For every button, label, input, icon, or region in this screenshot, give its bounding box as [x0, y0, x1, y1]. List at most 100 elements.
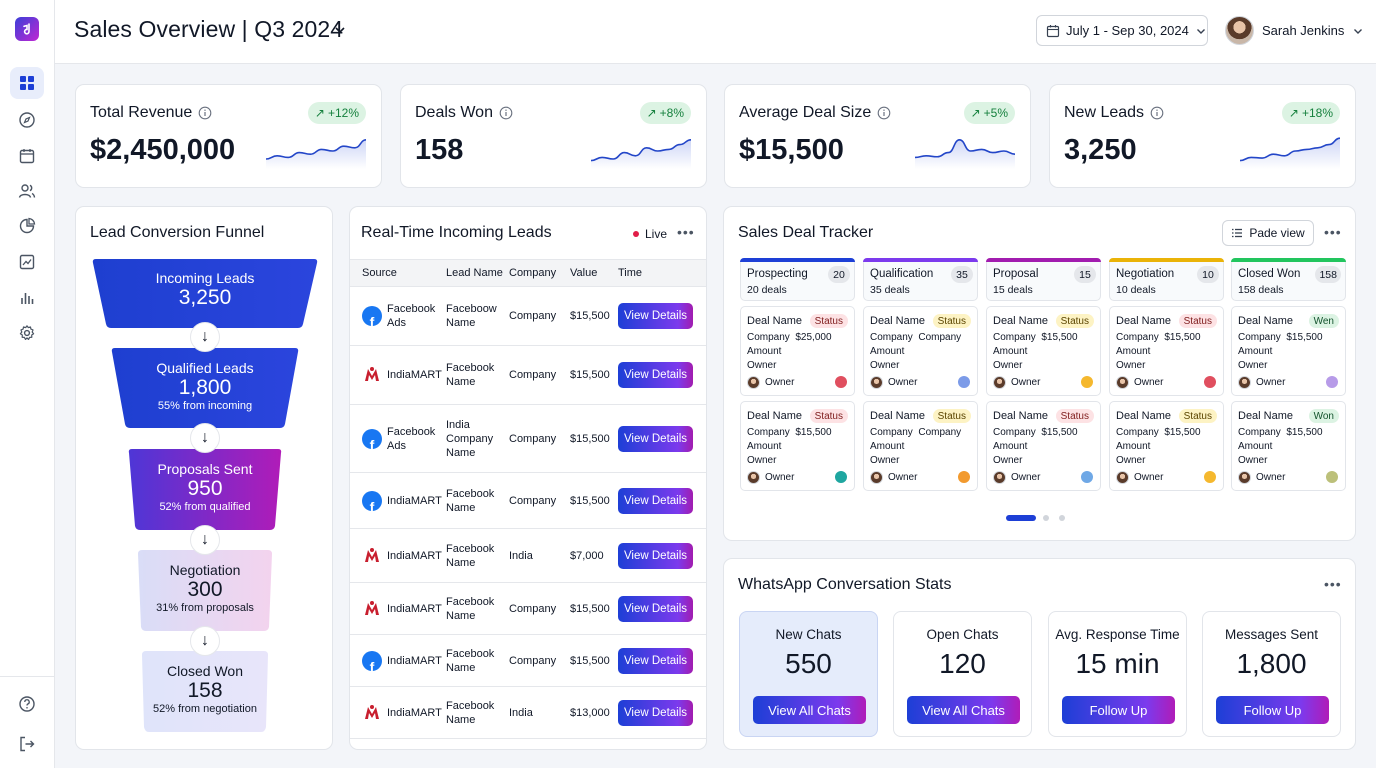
pipeline-stage-header[interactable]: Negotiation 10 deals 10 — [1109, 258, 1224, 301]
stat-action-button[interactable]: View All Chats — [907, 696, 1020, 724]
page-title[interactable]: Sales Overview | Q3 2024 — [74, 16, 344, 42]
table-row[interactable]: IndiaMART Facebook Name India $13,000 Vi… — [350, 687, 706, 739]
info-icon[interactable] — [499, 106, 513, 120]
lead-source: IndiaMART — [362, 703, 447, 723]
nav-statistics[interactable] — [10, 282, 44, 314]
lead-value: $15,500 — [570, 494, 610, 507]
deal-card[interactable]: Deal Name Status Company $15,500 Amount … — [740, 401, 855, 491]
funnel-stage-incoming[interactable]: Incoming Leads 3,250 — [96, 270, 314, 310]
info-icon[interactable] — [877, 106, 891, 120]
nav-calendar[interactable] — [10, 140, 44, 172]
stat-value: 15 min — [1075, 648, 1160, 679]
deal-card[interactable]: Deal Name Status Company $15,500 Amount … — [986, 401, 1101, 491]
arrow-up-right-icon: ↗ — [646, 106, 657, 120]
view-details-button[interactable]: View Details — [618, 487, 693, 514]
funnel-stage-negotiation[interactable]: Negotiation 300 31% from proposals — [138, 562, 272, 614]
deal-owner: Owner — [993, 376, 1040, 389]
status-dot — [1204, 471, 1216, 483]
deal-name: Deal Name — [870, 410, 926, 422]
lead-source-label: IndiaMART — [387, 369, 442, 381]
view-details-button[interactable]: View Details — [618, 699, 693, 726]
view-details-button[interactable]: View Details — [618, 362, 693, 388]
table-row[interactable]: f Facebook Ads Faceboow Name Company $15… — [350, 287, 706, 346]
table-row[interactable]: f IndiaMART Facebook Name Company $15,50… — [350, 473, 706, 529]
chevron-down-icon[interactable] — [333, 23, 347, 37]
deal-owner: Owner — [1116, 471, 1163, 484]
pager-dot[interactable] — [1043, 515, 1049, 521]
nav-explore[interactable] — [10, 104, 44, 136]
more-options-icon[interactable]: ••• — [677, 224, 695, 240]
table-row[interactable]: IndiaMART Facebook Name Company $15,500 … — [350, 583, 706, 635]
lead-name: Facebook Name — [446, 542, 495, 569]
lead-company: India — [509, 549, 533, 562]
nav-dashboard[interactable] — [10, 67, 44, 99]
user-menu[interactable]: Sarah Jenkins — [1225, 15, 1364, 46]
kpi-card[interactable]: Total Revenue $2,450,000 ↗ +12% — [75, 84, 382, 188]
kpi-change-badge: ↗ +5% — [963, 102, 1015, 124]
deal-card[interactable]: Deal Name Status Company $15,500 Amount … — [986, 306, 1101, 396]
leads-table-header: Source Lead Name Company Value Time — [350, 259, 706, 287]
table-row[interactable]: f Facebook Ads India Company Name Compan… — [350, 405, 706, 473]
status-dot — [1326, 376, 1338, 388]
view-details-button[interactable]: View Details — [618, 425, 693, 452]
date-range-picker[interactable]: July 1 - Sep 30, 2024 — [1036, 15, 1208, 46]
deal-card[interactable]: Deal Name Status Company $15,500 Amount … — [1109, 401, 1224, 491]
more-options-icon[interactable]: ••• — [1324, 576, 1342, 592]
view-details-button[interactable]: View Details — [618, 542, 693, 569]
kpi-card[interactable]: Average Deal Size $15,500 ↗ +5% — [724, 84, 1031, 188]
pipeline-stage-header[interactable]: Closed Won 158 deals 158 — [1231, 258, 1346, 301]
funnel-stage-qualified[interactable]: Qualified Leads 1,800 55% from incoming — [116, 360, 294, 412]
pipeline-stage-header[interactable]: Proposal 15 deals 15 — [986, 258, 1101, 301]
deal-card[interactable]: Deal Name Won Company $15,500 Amount Own… — [1231, 401, 1346, 491]
view-details-button[interactable]: View Details — [618, 303, 693, 329]
page-view-button[interactable]: Pade view — [1222, 220, 1314, 246]
stat-action-button[interactable]: View All Chats — [753, 696, 866, 724]
date-range-label: July 1 - Sep 30, 2024 — [1066, 23, 1189, 38]
nav-help[interactable] — [10, 688, 44, 720]
nav-logout[interactable] — [10, 728, 44, 760]
whatsapp-stat: New Chats 550 View All Chats — [739, 611, 878, 737]
funnel-stage-closed-won[interactable]: Closed Won 158 52% from negotiation — [142, 663, 268, 715]
deal-card[interactable]: Deal Name Wen Company $15,500 Amount Own… — [1231, 306, 1346, 396]
view-details-button[interactable]: View Details — [618, 595, 693, 622]
table-row[interactable]: IndiaMART Facebook Name India $7,000 Vie… — [350, 529, 706, 583]
app-logo[interactable] — [15, 17, 39, 41]
deal-card[interactable]: Deal Name Status Company $15,500 Amount … — [1109, 306, 1224, 396]
calendar-icon — [19, 149, 35, 164]
funnel-stage-value: 950 — [187, 477, 223, 500]
stage-color-bar — [863, 258, 978, 262]
pipeline-stage-header[interactable]: Qualification 35 deals 35 — [863, 258, 978, 301]
info-icon[interactable] — [1150, 106, 1164, 120]
lead-name: Facebook Name — [446, 362, 495, 388]
more-options-icon[interactable]: ••• — [1324, 224, 1342, 240]
pager-dot-active[interactable] — [1006, 515, 1036, 521]
nav-reports[interactable] — [10, 210, 44, 242]
facebook-icon: f — [362, 650, 382, 671]
stat-action-button[interactable]: Follow Up — [1216, 696, 1329, 724]
deal-card[interactable]: Deal Name Status Company $25,000 Amount … — [740, 306, 855, 396]
table-row[interactable]: f IndiaMART Facebook Name Company $15,50… — [350, 635, 706, 687]
nav-settings[interactable] — [10, 317, 44, 349]
pipeline-stage-header[interactable]: Prospecting 20 deals 20 — [740, 258, 855, 301]
compass-icon — [19, 112, 35, 128]
stat-action-button[interactable]: Follow Up — [1062, 696, 1175, 724]
kpi-value: 3,250 — [1064, 134, 1137, 166]
table-row[interactable]: IndiaMART Facebook Name Company $15,500 … — [350, 346, 706, 405]
deal-card[interactable]: Deal Name Status Company Company Amount … — [863, 401, 978, 491]
chevron-down-icon — [1354, 28, 1363, 34]
lead-company: Company — [509, 310, 557, 322]
lead-source-label: IndiaMART — [387, 602, 442, 615]
nav-analytics[interactable] — [10, 246, 44, 278]
deal-card[interactable]: Deal Name Status Company Company Amount … — [863, 306, 978, 396]
funnel-stage-proposals[interactable]: Proposals Sent 950 52% from qualified — [131, 461, 279, 513]
sparkline — [591, 133, 691, 169]
kpi-card[interactable]: New Leads 3,250 ↗ +18% — [1049, 84, 1356, 188]
info-icon[interactable] — [198, 106, 212, 120]
view-details-button[interactable]: View Details — [618, 647, 693, 674]
deal-owner-label: Owner — [870, 360, 900, 371]
stage-count-badge: 15 — [1074, 266, 1096, 283]
kpi-card[interactable]: Deals Won 158 ↗ +8% — [400, 84, 707, 188]
nav-contacts[interactable] — [10, 175, 44, 207]
lead-source-label: IndiaMART — [387, 654, 442, 667]
pager-dot[interactable] — [1059, 515, 1065, 521]
